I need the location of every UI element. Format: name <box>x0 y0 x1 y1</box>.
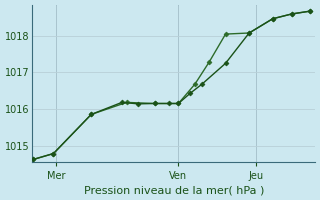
X-axis label: Pression niveau de la mer( hPa ): Pression niveau de la mer( hPa ) <box>84 185 264 195</box>
